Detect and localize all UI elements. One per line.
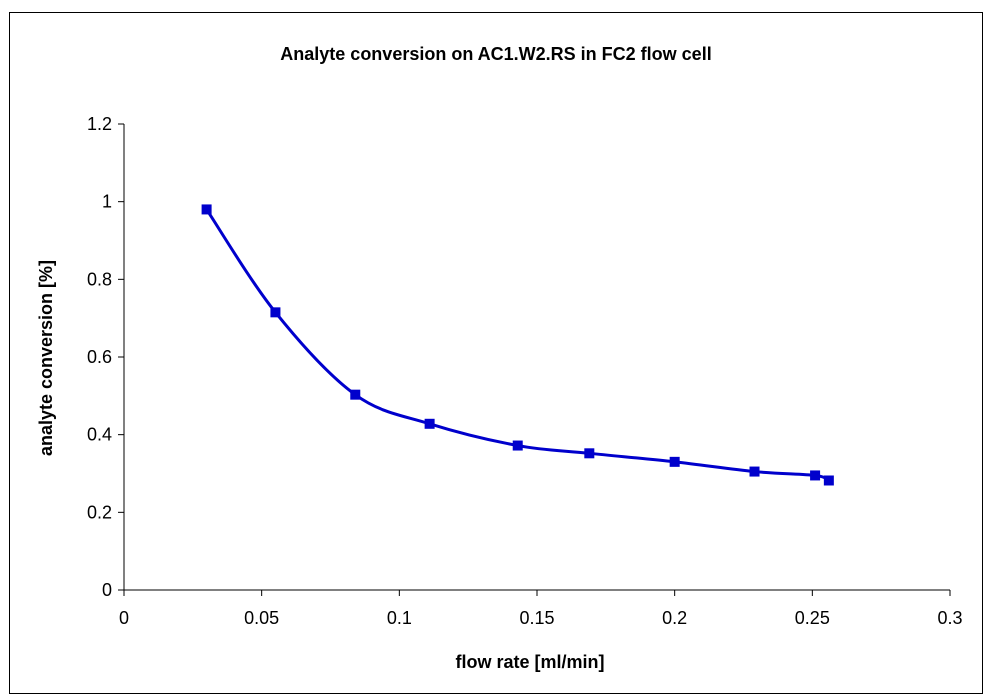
- x-tick-label: 0.1: [387, 608, 412, 628]
- x-axis-label: flow rate [ml/min]: [455, 652, 604, 672]
- data-point-marker: [350, 389, 361, 400]
- data-point-marker: [810, 470, 821, 481]
- y-axis-label: analyte conversion [%]: [36, 260, 56, 456]
- x-tick-label: 0.2: [662, 608, 687, 628]
- x-tick-label: 0.05: [244, 608, 279, 628]
- axes: [123, 124, 950, 591]
- x-tick-label: 0.25: [795, 608, 830, 628]
- data-point-marker: [424, 418, 435, 429]
- x-axis-ticks: 0 0.05 0.1 0.15 0.2 0.25 0.3: [119, 590, 963, 628]
- y-tick-label: 0.8: [87, 269, 112, 289]
- data-point-marker: [201, 204, 212, 215]
- y-tick-label: 1: [102, 192, 112, 212]
- data-point-marker: [270, 307, 281, 318]
- chart-frame: [9, 12, 983, 694]
- y-tick-label: 1.2: [87, 114, 112, 134]
- data-point-marker: [584, 448, 595, 459]
- y-axis-ticks: 0 0.2 0.4 0.6 0.8 1 1.2: [87, 114, 124, 600]
- y-tick-label: 0: [102, 580, 112, 600]
- y-tick-label: 0.2: [87, 502, 112, 522]
- y-tick-label: 0.4: [87, 425, 112, 445]
- series-markers: [201, 204, 834, 486]
- data-point-marker: [823, 475, 834, 486]
- data-point-marker: [669, 456, 680, 467]
- y-tick-label: 0.6: [87, 347, 112, 367]
- x-tick-label: 0.15: [519, 608, 554, 628]
- x-tick-label: 0: [119, 608, 129, 628]
- chart-title: Analyte conversion on AC1.W2.RS in FC2 f…: [280, 44, 711, 64]
- data-point-marker: [512, 440, 523, 451]
- series-line: [205, 208, 830, 482]
- data-point-marker: [749, 466, 760, 477]
- x-tick-label: 0.3: [937, 608, 962, 628]
